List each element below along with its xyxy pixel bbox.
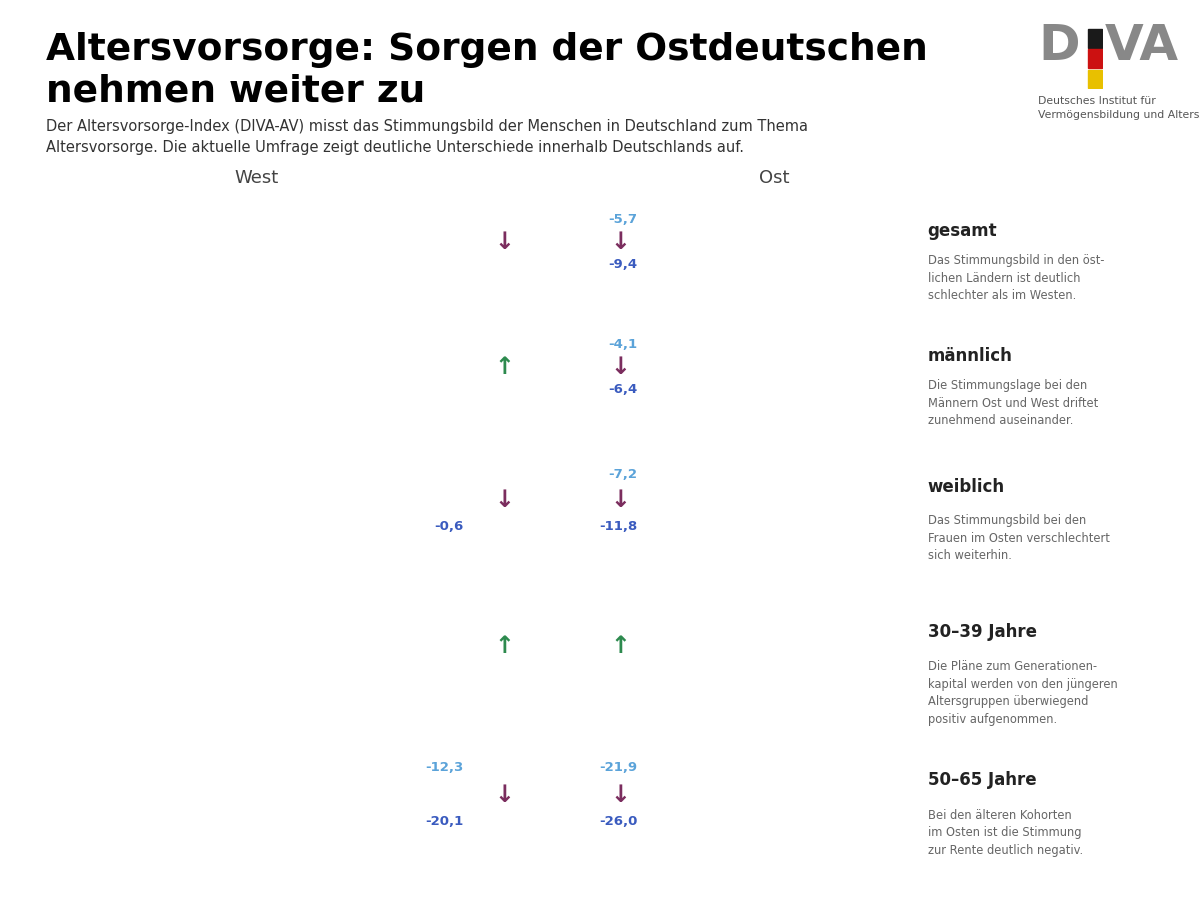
Text: Das Stimmungsbild in den öst-
lichen Ländern ist deutlich
schlechter als im West: Das Stimmungsbild in den öst- lichen Län… [928,255,1104,302]
Text: -12,3: -12,3 [425,761,463,774]
Text: -4,1: -4,1 [608,338,637,351]
Text: ↓: ↓ [494,783,514,806]
Text: Die Pläne zum Generationen-
kapital werden von den jüngeren
Altersgruppen überwi: Die Pläne zum Generationen- kapital werd… [928,661,1117,725]
Text: 5,1: 5,1 [419,468,443,481]
Text: -20,1: -20,1 [425,815,463,828]
Text: 30,3: 30,3 [146,667,180,680]
Text: -0,6: -0,6 [434,520,463,533]
Text: Altersvorsorge: Sorgen der Ostdeutschen: Altersvorsorge: Sorgen der Ostdeutschen [46,32,928,68]
Text: -5,7: -5,7 [608,213,637,227]
Text: VA: VA [1105,22,1180,70]
Text: Deutsches Institut für
Vermögensbildung und Alterssicherung: Deutsches Institut für Vermögensbildung … [1038,96,1200,121]
Text: D: D [1038,22,1080,70]
Text: Der Altersvorsorge-Index (DIVA-AV) misst das Stimmungsbild der Menschen in Deuts: Der Altersvorsorge-Index (DIVA-AV) misst… [46,119,808,156]
Text: -6,4: -6,4 [608,383,637,397]
Bar [1088,50,1102,68]
Text: ↓: ↓ [611,356,630,380]
Text: 7,6: 7,6 [392,383,415,397]
Text: Bei den älteren Kohorten
im Osten ist die Stimmung
zur Rente deutlich negativ.: Bei den älteren Kohorten im Osten ist di… [928,809,1082,857]
Text: ↓: ↓ [494,489,514,512]
Text: -9,4: -9,4 [608,258,637,272]
Text: Ost: Ost [758,169,790,187]
Text: ↓: ↓ [494,230,514,255]
Text: -7,2: -7,2 [608,468,637,481]
Text: ↓: ↓ [611,783,630,806]
Text: -11,8: -11,8 [599,520,637,533]
Text: Die Stimmungslage bei den
Männern Ost und West driftet
zunehmend auseinander.: Die Stimmungslage bei den Männern Ost un… [928,379,1098,428]
Text: ↑: ↑ [611,634,630,658]
Bar [1088,29,1102,48]
Text: ↑: ↑ [494,356,514,380]
Text: weiblich: weiblich [928,478,1004,496]
Text: Frühjahr 2023: Frühjahr 2023 [415,176,526,191]
Text: Herbst 2020: Herbst 2020 [422,150,518,165]
Text: West: West [235,169,278,187]
Text: männlich: männlich [928,346,1013,364]
Text: ↓: ↓ [611,489,630,512]
Text: ↑: ↑ [494,634,514,658]
Text: 10,5: 10,5 [678,667,710,680]
Text: -21,9: -21,9 [599,761,637,774]
Text: 50–65 Jahre: 50–65 Jahre [928,771,1037,789]
Text: -26,0: -26,0 [599,815,637,828]
Text: 4,1: 4,1 [643,612,666,625]
Text: gesamt: gesamt [928,221,997,239]
Text: nehmen weiter zu: nehmen weiter zu [46,74,425,110]
Text: 11,2: 11,2 [353,612,385,625]
Text: 5,8: 5,8 [412,213,434,227]
Bar [1088,69,1102,88]
Text: 30–39 Jahre: 30–39 Jahre [928,623,1037,641]
Text: 6,4: 6,4 [404,338,428,351]
Text: Das Stimmungsbild bei den
Frauen im Osten verschlechtert
sich weiterhin.: Das Stimmungsbild bei den Frauen im Oste… [928,514,1110,562]
Text: ↓: ↓ [611,230,630,255]
Text: 3,5: 3,5 [437,258,460,272]
